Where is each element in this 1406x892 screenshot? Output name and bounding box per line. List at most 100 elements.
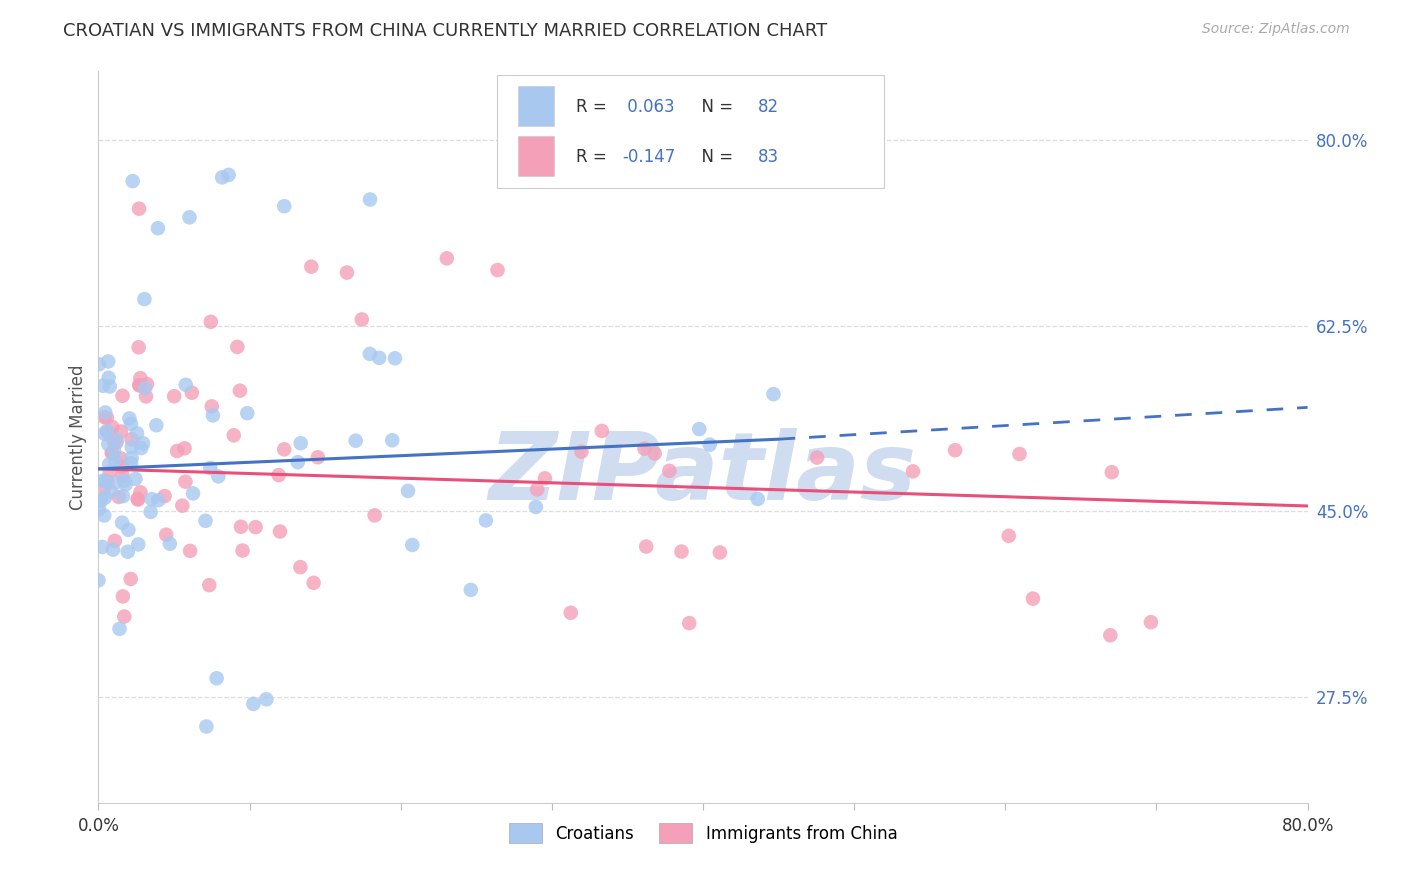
- Point: [179, 211, 201, 225]
- Point: [129, 441, 152, 455]
- Point: [108, 622, 131, 636]
- Point: [159, 537, 181, 551]
- Point: [460, 582, 482, 597]
- Point: [207, 469, 229, 483]
- Point: [534, 471, 557, 485]
- Point: [287, 455, 309, 469]
- Point: [100, 484, 122, 499]
- Point: [747, 491, 769, 506]
- Point: [174, 475, 197, 489]
- Point: [110, 425, 132, 439]
- Point: [179, 544, 201, 558]
- Point: [200, 315, 222, 329]
- Point: [201, 409, 224, 423]
- Point: [359, 347, 381, 361]
- Point: [120, 456, 142, 470]
- Point: [117, 544, 139, 558]
- Point: [200, 461, 222, 475]
- Point: [368, 351, 391, 365]
- Point: [245, 520, 267, 534]
- Legend: Croatians, Immigrants from China: Croatians, Immigrants from China: [502, 817, 904, 849]
- Point: [111, 389, 134, 403]
- Point: [112, 474, 135, 488]
- Point: [87, 574, 110, 588]
- Point: [104, 475, 127, 490]
- Point: [110, 451, 132, 466]
- Point: [96, 410, 118, 425]
- Point: [267, 468, 290, 483]
- Point: [91, 474, 114, 488]
- Point: [671, 544, 693, 558]
- Point: [148, 493, 170, 508]
- Point: [105, 433, 128, 447]
- Point: [103, 434, 125, 448]
- Point: [111, 516, 134, 530]
- Point: [350, 312, 373, 326]
- Point: [1101, 465, 1123, 479]
- Point: [336, 266, 359, 280]
- Point: [94, 491, 117, 505]
- Point: [107, 490, 129, 504]
- Point: [226, 340, 249, 354]
- Point: [699, 437, 721, 451]
- Point: [232, 543, 254, 558]
- Point: [97, 437, 120, 451]
- Point: [201, 400, 224, 414]
- Point: [524, 500, 547, 514]
- Point: [1022, 591, 1045, 606]
- Point: [96, 424, 118, 438]
- Point: [806, 450, 828, 465]
- Point: [111, 590, 134, 604]
- Point: [117, 523, 139, 537]
- Point: [93, 508, 115, 523]
- Text: -0.147: -0.147: [621, 148, 675, 166]
- Point: [90, 493, 112, 508]
- Point: [134, 292, 156, 306]
- Point: [111, 459, 134, 474]
- Point: [644, 446, 666, 460]
- Point: [678, 616, 700, 631]
- Point: [302, 575, 325, 590]
- Point: [688, 422, 710, 436]
- Point: [218, 168, 240, 182]
- Point: [1008, 447, 1031, 461]
- Point: [96, 475, 118, 489]
- Point: [141, 492, 163, 507]
- Point: [236, 406, 259, 420]
- Point: [114, 477, 136, 491]
- Point: [181, 486, 204, 500]
- Point: [560, 606, 582, 620]
- Point: [475, 513, 498, 527]
- Point: [571, 444, 593, 458]
- Point: [101, 420, 124, 434]
- Point: [98, 457, 121, 471]
- Point: [128, 340, 150, 354]
- Point: [121, 174, 143, 188]
- Point: [97, 354, 120, 368]
- Point: [129, 371, 152, 385]
- Point: [112, 609, 135, 624]
- FancyBboxPatch shape: [517, 136, 554, 177]
- Point: [254, 692, 277, 706]
- Text: R =: R =: [576, 98, 612, 116]
- Point: [139, 505, 162, 519]
- Point: [172, 499, 194, 513]
- Point: [118, 411, 141, 425]
- Point: [120, 417, 142, 431]
- Point: [121, 450, 143, 465]
- Point: [98, 465, 121, 479]
- Point: [97, 371, 120, 385]
- Point: [997, 529, 1019, 543]
- Point: [1099, 628, 1122, 642]
- Point: [127, 492, 149, 507]
- Text: 0.063: 0.063: [621, 98, 675, 116]
- Point: [104, 533, 127, 548]
- Point: [198, 578, 221, 592]
- Text: R =: R =: [576, 148, 612, 166]
- Point: [166, 444, 188, 458]
- Point: [121, 440, 143, 454]
- Point: [633, 442, 655, 456]
- Point: [709, 545, 731, 559]
- Point: [1140, 615, 1163, 630]
- Point: [290, 560, 312, 574]
